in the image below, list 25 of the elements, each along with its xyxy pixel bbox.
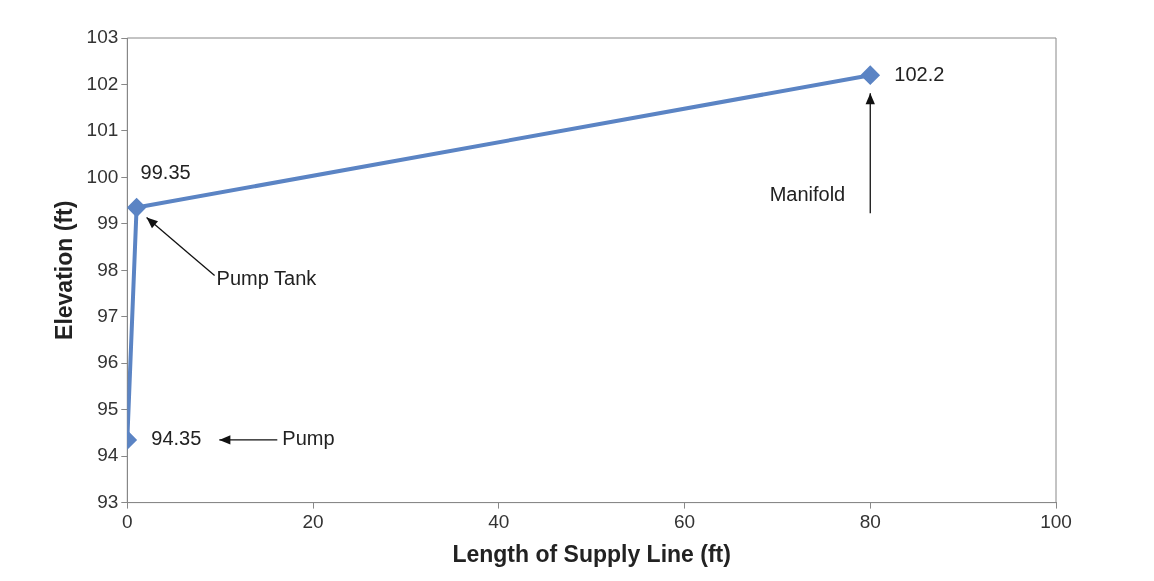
y-tick-label: 93 [97,490,119,512]
x-tick-label: 20 [302,511,324,533]
y-tick-label: 101 [86,119,119,141]
x-tick-label: 40 [488,511,510,533]
y-tick-label: 96 [97,351,119,373]
y-tick-label: 97 [97,304,119,326]
x-axis-title: Length of Supply Line (ft) [452,540,731,567]
data-label: 94.35 [151,427,202,450]
annotation: Manifold [769,182,846,205]
annotation: Pump [282,427,335,450]
y-axis-title: Elevation (ft) [51,200,78,340]
y-tick-label: 94 [97,444,119,466]
y-tick-label: 100 [86,165,119,187]
x-tick-label: 100 [1040,511,1072,533]
y-tick-label: 98 [97,258,119,280]
annotation: Pump Tank [216,267,318,290]
data-label: 99.35 [140,161,191,184]
x-tick-label: 0 [122,511,133,533]
x-tick-label: 80 [859,511,881,533]
y-tick-label: 102 [86,72,119,94]
y-tick-label: 103 [86,26,119,48]
y-tick-label: 99 [97,212,119,234]
data-label: 102.2 [894,62,945,85]
y-tick-label: 95 [97,397,119,419]
x-tick-label: 60 [673,511,696,533]
